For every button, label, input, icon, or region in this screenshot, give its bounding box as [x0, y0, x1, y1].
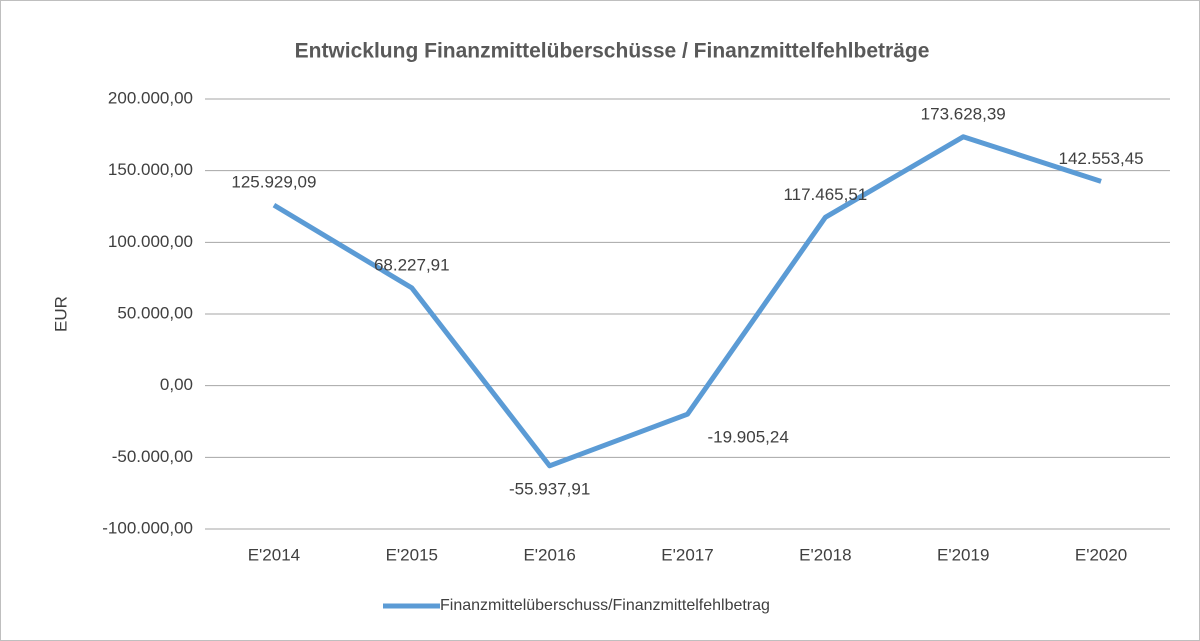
- x-tick-label: E'2018: [799, 545, 851, 564]
- data-label: 125.929,09: [231, 173, 316, 192]
- data-label: 173.628,39: [921, 104, 1006, 123]
- legend-label: Finanzmittelüberschuss/Finanzmittelfehlb…: [440, 597, 770, 614]
- x-tick-label: E'2017: [661, 545, 713, 564]
- chart-title: Entwicklung Finanzmittelüberschüsse / Fi…: [295, 40, 930, 63]
- x-tick-label: E'2016: [523, 545, 575, 564]
- data-label: 142.553,45: [1059, 149, 1144, 168]
- data-label: -19.905,24: [708, 428, 789, 447]
- x-tick-label: E'2014: [248, 545, 300, 564]
- data-label: 68.227,91: [374, 255, 450, 274]
- data-label: -55.937,91: [509, 479, 590, 498]
- y-tick-label: 100.000,00: [108, 232, 193, 251]
- x-tick-label: E'2019: [937, 545, 989, 564]
- y-tick-label: 50.000,00: [117, 303, 193, 322]
- x-tick-label: E'2015: [386, 545, 438, 564]
- y-tick-label: -50.000,00: [112, 447, 193, 466]
- y-tick-label: 0,00: [160, 375, 193, 394]
- y-tick-label: 150.000,00: [108, 160, 193, 179]
- data-label: 117.465,51: [783, 185, 867, 204]
- y-tick-label: -100.000,00: [102, 518, 193, 537]
- y-tick-label: 200.000,00: [108, 88, 193, 107]
- y-axis-label: EUR: [51, 296, 70, 332]
- x-tick-label: E'2020: [1075, 545, 1127, 564]
- data-line: [272, 134, 1102, 469]
